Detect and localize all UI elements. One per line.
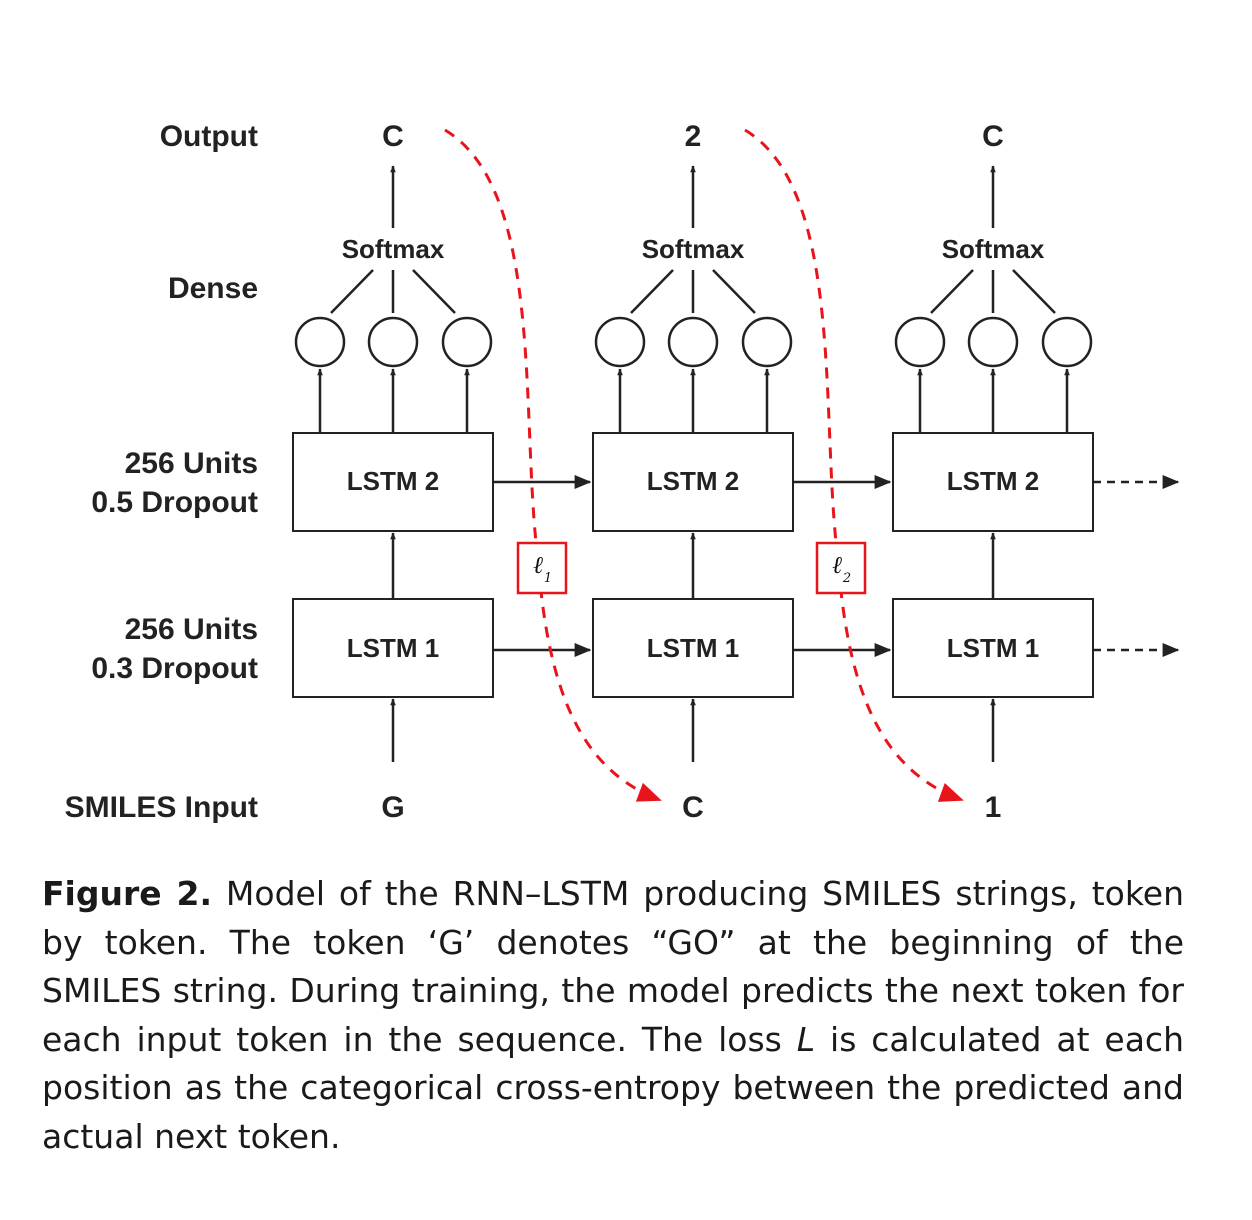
loss-symbol-L: L [796, 1019, 816, 1059]
dense-unit [441, 316, 493, 368]
softmax-fan-1 [330, 269, 456, 314]
dense-unit [1041, 316, 1093, 368]
caption-text-part-1: Model of the RNN–LSTM producing SMILES s… [42, 874, 1184, 1059]
dense-arrows-2 [617, 368, 770, 433]
row-label-lstm1-dropout: 0.3 Dropout [91, 652, 258, 685]
row-label-output: Output [160, 120, 258, 153]
dense-units-1 [294, 316, 493, 368]
row-label-smiles-input: SMILES Input [65, 791, 258, 824]
output-token-3: C [982, 120, 1004, 153]
input-token-3: 1 [985, 791, 1002, 824]
loss-subscript-2: 2 [842, 571, 851, 586]
dense-unit [294, 316, 346, 368]
loss-curve-1 [444, 128, 662, 802]
row-label-lstm1-units: 256 Units [125, 613, 258, 646]
lstm2-box-2 [592, 432, 794, 532]
lstm2-box-1 [292, 432, 494, 532]
softmax-label-1: Softmax [342, 234, 445, 264]
loss-label-1: ℓ 1 [516, 541, 568, 595]
rnn-lstm-diagram: Output Dense 256 Units 0.5 Dropout 256 U… [65, 120, 1180, 824]
caption-text-part-2: is calculated at each position as the ca… [42, 1019, 1184, 1156]
softmax-fan-2 [630, 269, 756, 314]
figure-caption: Figure 2. Model of the RNN–LSTM producin… [42, 870, 1184, 1161]
loss-curves [444, 128, 964, 802]
softmax-label-3: Softmax [942, 234, 1045, 264]
figure-label: Figure 2. [42, 874, 213, 913]
input-token-2: C [682, 791, 704, 824]
lstm1-box-2 [592, 598, 794, 698]
output-token-1: C [382, 120, 404, 153]
loss-curve-2 [744, 128, 964, 802]
recurrent-connections [493, 475, 1180, 657]
dense-arrows-3 [917, 368, 1070, 433]
dense-unit [741, 316, 793, 368]
loss-box-1 [516, 541, 568, 595]
lstm1-box-1 [292, 598, 494, 698]
timestep-column-2: 2 Softmax LSTM 2 LSTM 1 C [592, 120, 794, 824]
dense-unit [367, 316, 419, 368]
lstm2-label-3: LSTM 2 [947, 466, 1039, 496]
lstm1-label-1: LSTM 1 [347, 633, 439, 663]
timestep-column-1: C Softmax LSTM 2 LSTM 1 G [292, 120, 494, 824]
row-label-dense: Dense [168, 272, 258, 305]
output-token-2: 2 [685, 120, 702, 153]
dense-units-3 [894, 316, 1093, 368]
loss-box-2 [815, 541, 867, 595]
loss-label-2: ℓ 2 [815, 541, 867, 595]
lstm1-label-3: LSTM 1 [947, 633, 1039, 663]
softmax-label-2: Softmax [642, 234, 745, 264]
lstm2-label-1: LSTM 2 [347, 466, 439, 496]
row-label-lstm2-dropout: 0.5 Dropout [91, 486, 258, 519]
lstm1-box-3 [892, 598, 1094, 698]
timestep-column-3: C Softmax LSTM 2 LSTM 1 1 [892, 120, 1094, 824]
input-token-1: G [381, 791, 404, 824]
dense-unit [894, 316, 946, 368]
lstm1-label-2: LSTM 1 [647, 633, 739, 663]
dense-arrows-1 [317, 368, 470, 433]
loss-subscript-1: 1 [544, 571, 552, 586]
softmax-fan-3 [930, 269, 1056, 314]
loss-symbol-2: ℓ [832, 551, 842, 579]
row-label-lstm2-units: 256 Units [125, 447, 258, 480]
dense-unit [594, 316, 646, 368]
lstm2-label-2: LSTM 2 [647, 466, 739, 496]
loss-symbol-1: ℓ [533, 551, 543, 579]
dense-unit [967, 316, 1019, 368]
dense-units-2 [594, 316, 793, 368]
lstm2-box-3 [892, 432, 1094, 532]
dense-unit [667, 316, 719, 368]
